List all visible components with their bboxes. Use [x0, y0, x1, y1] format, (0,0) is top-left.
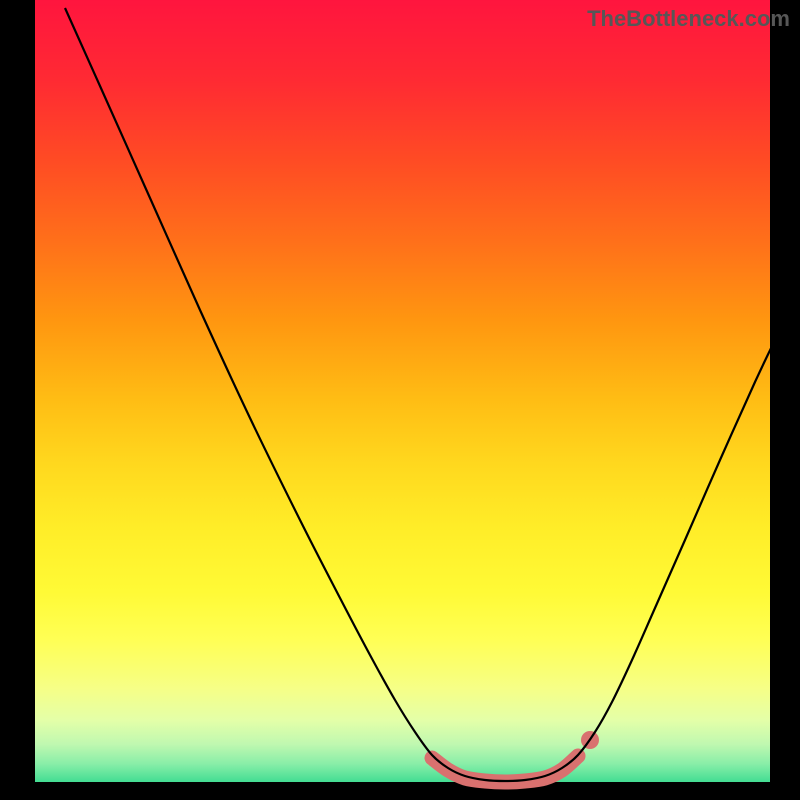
- frame-right: [770, 0, 800, 800]
- watermark-text: TheBottleneck.com: [587, 6, 790, 32]
- frame-left: [0, 0, 35, 800]
- chart-container: TheBottleneck.com: [0, 0, 800, 800]
- gradient-background: [0, 0, 800, 800]
- frame-bottom: [0, 782, 800, 800]
